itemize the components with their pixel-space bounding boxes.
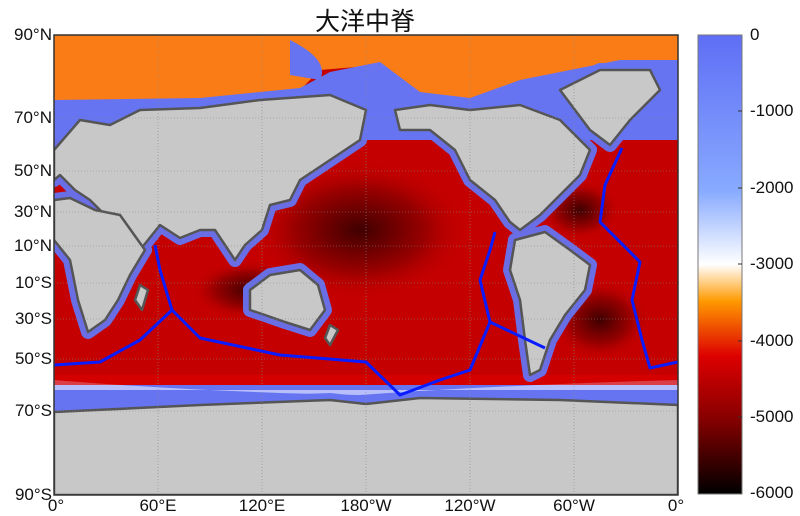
mid-atlantic-ridge: [598, 147, 678, 370]
madagascar: [133, 283, 150, 312]
lat-label: 70°N: [14, 108, 52, 127]
colorbar: [697, 34, 743, 495]
lon-label: 120°E: [238, 496, 286, 515]
map-title: 大洋中脊: [314, 7, 415, 36]
lon-label: 60°W: [553, 496, 595, 515]
land: [54, 70, 678, 495]
lat-label: 90°S: [14, 485, 52, 504]
lon-label: 0°: [47, 496, 65, 515]
colorbar-tick: -2000: [750, 178, 794, 197]
southeast-indian-pacific-ridge: [170, 308, 546, 397]
colorbar-tick: -1000: [750, 101, 794, 120]
colorbar-tick: 0: [750, 25, 760, 44]
map-area: [54, 35, 678, 495]
lon-label: 0°: [667, 496, 685, 515]
lon-label: 60°E: [139, 496, 177, 515]
lon-label: 180°W: [340, 496, 392, 515]
new-zealand: [323, 323, 340, 347]
colorbar-tick: -4000: [750, 331, 794, 350]
colorbar-tick: -6000: [750, 483, 794, 502]
lat-label: 90°N: [14, 25, 52, 44]
lat-label: 10°S: [14, 273, 52, 292]
colorbar-tick: -5000: [750, 407, 794, 426]
southwest-indian-ridge: [54, 244, 174, 367]
lat-label: 70°S: [14, 401, 52, 420]
map-frame: [53, 34, 679, 496]
lat-label: 50°N: [14, 161, 52, 180]
east-pacific-rise: [478, 231, 497, 323]
lat-label: 30°N: [14, 202, 52, 221]
lat-label: 50°S: [14, 349, 52, 368]
lat-label: 30°S: [14, 309, 52, 328]
mid-ocean-ridges: [54, 147, 678, 397]
lat-label: 10°N: [14, 236, 52, 255]
lon-label: 120°W: [444, 496, 496, 515]
colorbar-tick: -3000: [750, 254, 794, 273]
